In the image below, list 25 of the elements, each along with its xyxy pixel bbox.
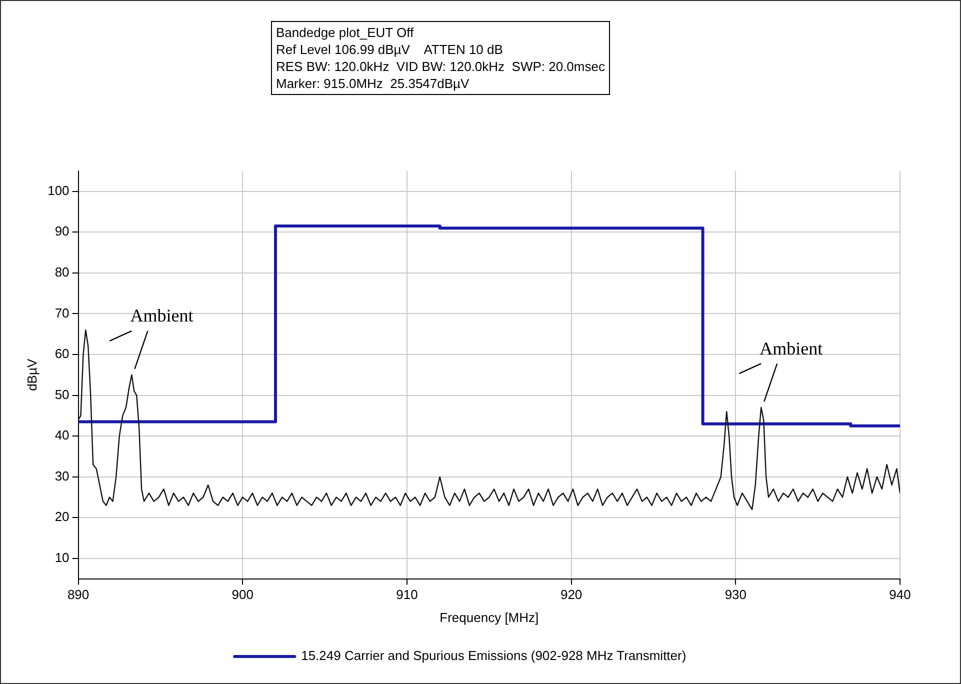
y-tick-label: 80 [54, 264, 70, 280]
y-axis-title: dBµV [24, 358, 40, 391]
x-tick-label: 940 [889, 587, 911, 602]
y-tick-label: 40 [54, 428, 70, 443]
y-tick-label: 70 [54, 305, 70, 320]
text: RES BW: 120.0kHz VID BW: 120.0kHz SWP: 20.0msec [276, 58, 605, 75]
x-tick-label: 890 [67, 587, 90, 602]
x-axis-title: Frequency [MHz] [440, 610, 539, 625]
x-tick-label: 930 [724, 587, 747, 602]
y-tick-label: 60 [54, 346, 70, 362]
y-tick-label: 50 [54, 386, 70, 402]
x-tick-label: 920 [560, 587, 582, 602]
text: Marker: 915.0MHz 25.3547dBµV [276, 75, 470, 92]
chart-title: Bandedge plot_EUT Off [276, 24, 415, 41]
annotation: Ambient [130, 306, 194, 326]
y-tick-label: 20 [54, 509, 70, 524]
y-tick-label: 90 [54, 224, 70, 239]
x-tick-label: 910 [396, 587, 418, 602]
x-tick-label: 900 [232, 587, 254, 602]
text: Ref Level 106.99 dBµV ATTEN 10 dB [276, 41, 504, 58]
y-tick-label: 10 [54, 550, 70, 565]
annotation: Ambient [760, 338, 823, 358]
legend-label: 15.249 Carrier and Spurious Emissions (902-928 MHz Transmitter) [301, 648, 686, 664]
y-tick-label: 100 [48, 182, 70, 198]
y-tick-label: 30 [54, 468, 70, 484]
